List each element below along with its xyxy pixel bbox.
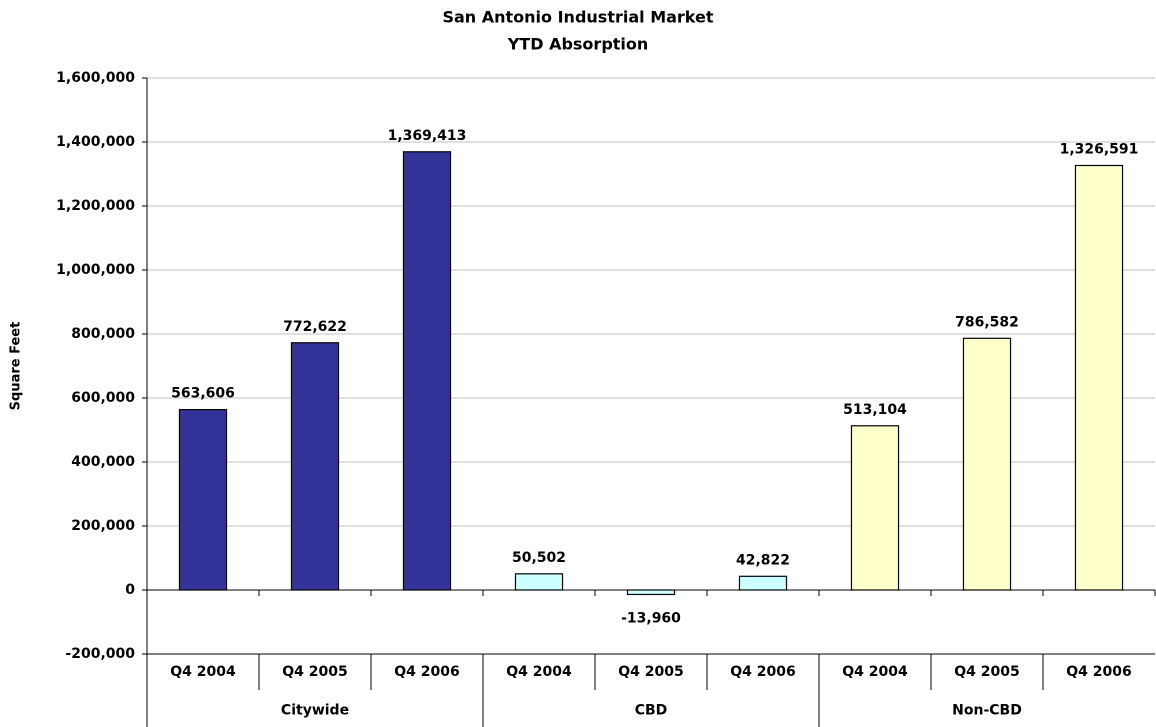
chart-title: San Antonio Industrial Market	[442, 8, 713, 27]
y-tick-label: -200,000	[65, 646, 135, 662]
bar	[738, 575, 788, 591]
value-label: 563,606	[171, 386, 235, 402]
y-tick-label: 1,400,000	[56, 134, 135, 150]
x-tick-label: Q4 2006	[1066, 664, 1131, 680]
value-label: 1,369,413	[388, 128, 467, 144]
value-label: 513,104	[843, 402, 907, 418]
x-tick-label: Q4 2004	[842, 664, 908, 680]
bar	[1074, 164, 1124, 591]
value-label: -13,960	[621, 610, 681, 626]
x-tick-label: Q4 2005	[618, 664, 683, 680]
value-label: 42,822	[736, 552, 790, 568]
bar	[626, 589, 676, 596]
value-label: 772,622	[283, 319, 347, 335]
y-axis-label: Square Feet	[9, 322, 24, 411]
group-label: Citywide	[281, 703, 349, 719]
y-tick-label: 400,000	[71, 454, 135, 470]
y-tick-label: 1,000,000	[56, 262, 135, 278]
chart-subtitle: YTD Absorption	[507, 35, 649, 54]
y-tick-label: 200,000	[71, 518, 135, 534]
y-tick-label: 0	[125, 582, 135, 598]
bar	[962, 337, 1012, 591]
x-tick-label: Q4 2006	[394, 664, 459, 680]
y-tick-label: 800,000	[71, 326, 135, 342]
x-tick-label: Q4 2006	[730, 664, 795, 680]
bar	[850, 425, 900, 591]
x-tick-label: Q4 2005	[954, 664, 1019, 680]
bar	[178, 409, 228, 591]
bar	[290, 342, 340, 591]
x-tick-label: Q4 2004	[506, 664, 572, 680]
group-label: CBD	[635, 703, 668, 719]
bar	[514, 573, 564, 591]
value-label: 786,582	[955, 314, 1019, 330]
y-tick-label: 1,600,000	[56, 70, 135, 86]
group-label: Non-CBD	[952, 703, 1022, 719]
y-tick-label: 600,000	[71, 390, 135, 406]
value-label: 50,502	[512, 550, 566, 566]
y-tick-label: 1,200,000	[56, 198, 135, 214]
value-label: 1,326,591	[1060, 141, 1139, 157]
x-tick-label: Q4 2004	[170, 664, 236, 680]
x-tick-label: Q4 2005	[282, 664, 347, 680]
bar	[402, 151, 452, 591]
